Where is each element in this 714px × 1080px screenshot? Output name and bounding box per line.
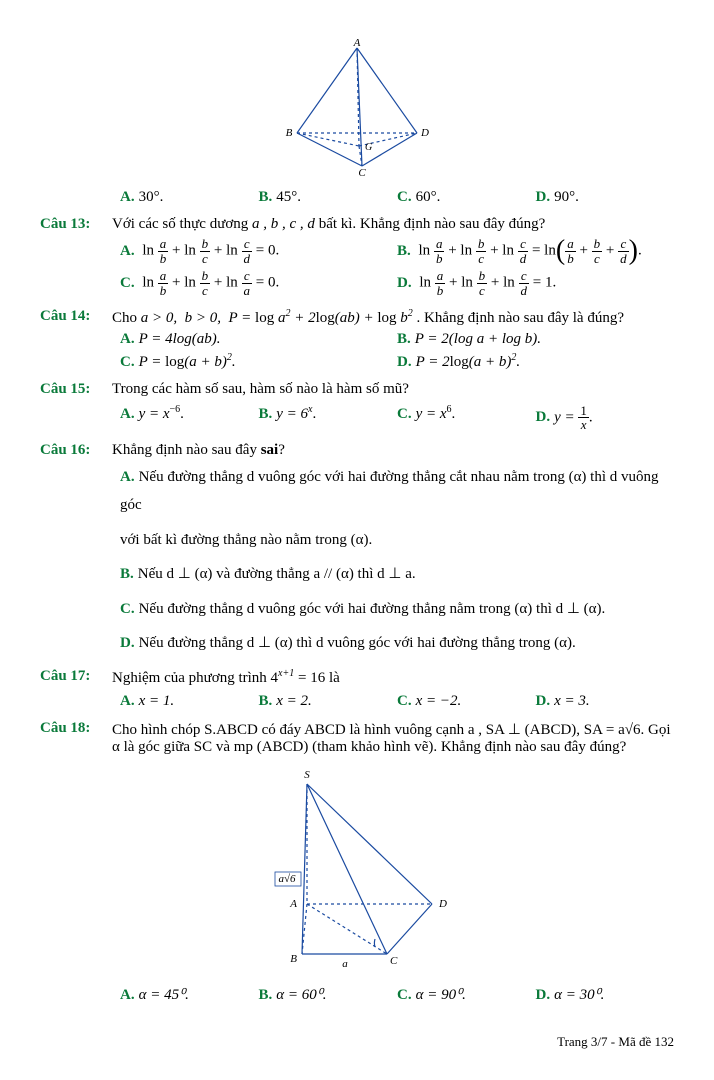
- q18-choice-C: C.α = 90⁰.: [397, 985, 536, 1004]
- question-14: Câu 14: Cho a > 0, b > 0, P = log a2 + 2…: [40, 308, 674, 327]
- label-C2: C: [390, 955, 398, 967]
- label-D: D: [420, 127, 429, 139]
- q15-choice-D: D.y = 1x.: [536, 404, 675, 432]
- label-D2: D: [438, 898, 447, 910]
- q14-text: Cho a > 0, b > 0, P = log a2 + 2log(ab) …: [112, 308, 674, 327]
- q18-choices: A.α = 45⁰. B.α = 60⁰. C.α = 90⁰. D.α = 3…: [120, 985, 674, 1004]
- q15-choices: A.y = x−6. B.y = 6x. C.y = x6. D.y = 1x.: [120, 404, 674, 432]
- figure-pyramid: S A B C D a a√6: [40, 764, 674, 979]
- q16-choice-D: D.Nếu đường thẳng d ⊥ (α) thì d vuông gó…: [120, 629, 674, 658]
- q13-choice-C: C. ln ab + ln bc + ln ca = 0.: [120, 269, 397, 297]
- label-G: G: [365, 142, 372, 153]
- label-C: C: [358, 167, 366, 178]
- q12-choices: A.30°. B.45°. C.60°. D.90°.: [120, 189, 674, 206]
- q18-choice-D: D.α = 30⁰.: [536, 985, 675, 1004]
- q18-text: Cho hình chóp S.ABCD có đáy ABCD là hình…: [112, 720, 674, 756]
- question-13: Câu 13: Với các số thực dương a , b , c …: [40, 216, 674, 233]
- q13-choice-D: D. ln ab + ln bc + ln cd = 1.: [397, 269, 674, 297]
- q16-choice-A2: với bất kì đường thẳng nào nằm trong (α)…: [120, 526, 674, 555]
- q16-label: Câu 16:: [40, 442, 112, 459]
- q14-choice-C: C.P = log(a + b)2.: [120, 352, 397, 371]
- q17-choice-C: C.x = −2.: [397, 693, 536, 710]
- question-15: Câu 15: Trong các hàm số sau, hàm số nào…: [40, 381, 674, 398]
- q13-text: Với các số thực dương a , b , c , d bất …: [112, 216, 674, 233]
- label-A2: A: [289, 898, 297, 910]
- q13-row1: A. ln ab + ln bc + ln cd = 0. B. ln ab +…: [120, 237, 674, 265]
- question-16: Câu 16: Khẳng định nào sau đây sai?: [40, 442, 674, 459]
- label-asqrt6: a√6: [278, 873, 296, 885]
- q14-label: Câu 14:: [40, 308, 112, 327]
- q16-text: Khẳng định nào sau đây sai?: [112, 442, 674, 459]
- label-a: a: [342, 958, 348, 970]
- question-17: Câu 17: Nghiệm của phương trình 4x+1 = 1…: [40, 668, 674, 687]
- q18-label: Câu 18:: [40, 720, 112, 756]
- q17-choice-A: A.x = 1.: [120, 693, 259, 710]
- q13-label: Câu 13:: [40, 216, 112, 233]
- q13-choice-A: A. ln ab + ln bc + ln cd = 0.: [120, 237, 397, 265]
- choice-D: D.90°.: [536, 189, 675, 206]
- q13-choice-B: B. ln ab + ln bc + ln cd = ln(ab + bc + …: [397, 237, 674, 265]
- q17-choices: A.x = 1. B.x = 2. C.x = −2. D.x = 3.: [120, 693, 674, 710]
- choice-C: C.60°.: [397, 189, 536, 206]
- q17-choice-D: D.x = 3.: [536, 693, 675, 710]
- q14-choice-B: B.P = 2(log a + log b).: [397, 331, 674, 348]
- label-S: S: [304, 769, 310, 781]
- label-A: A: [353, 38, 361, 49]
- figure-tetrahedron: A B C D G: [40, 38, 674, 183]
- question-18: Câu 18: Cho hình chóp S.ABCD có đáy ABCD…: [40, 720, 674, 756]
- q18-choice-B: B.α = 60⁰.: [259, 985, 398, 1004]
- q18-choice-A: A.α = 45⁰.: [120, 985, 259, 1004]
- q14-row2: C.P = log(a + b)2. D.P = 2log(a + b)2.: [120, 352, 674, 371]
- q16-choice-C: C.Nếu đường thẳng d vuông góc với hai đư…: [120, 595, 674, 624]
- q16-choice-A: A.Nếu đường thẳng d vuông góc với hai đư…: [120, 463, 674, 520]
- q17-choice-B: B.x = 2.: [259, 693, 398, 710]
- q15-choice-A: A.y = x−6.: [120, 404, 259, 432]
- q16-choice-B: B.Nếu d ⊥ (α) và đường thẳng a // (α) th…: [120, 560, 674, 589]
- q14-choice-D: D.P = 2log(a + b)2.: [397, 352, 674, 371]
- q17-text: Nghiệm của phương trình 4x+1 = 16 là: [112, 668, 674, 687]
- q13-row2: C. ln ab + ln bc + ln ca = 0. D. ln ab +…: [120, 269, 674, 297]
- q14-row1: A.P = 4log(ab). B.P = 2(log a + log b).: [120, 331, 674, 348]
- q15-choice-B: B.y = 6x.: [259, 404, 398, 432]
- page-footer: Trang 3/7 - Mã đề 132: [40, 1034, 674, 1050]
- q15-label: Câu 15:: [40, 381, 112, 398]
- q15-text: Trong các hàm số sau, hàm số nào là hàm …: [112, 381, 674, 398]
- q15-choice-C: C.y = x6.: [397, 404, 536, 432]
- q17-label: Câu 17:: [40, 668, 112, 687]
- choice-B: B.45°.: [259, 189, 398, 206]
- q14-choice-A: A.P = 4log(ab).: [120, 331, 397, 348]
- label-B2: B: [290, 953, 297, 965]
- choice-A: A.30°.: [120, 189, 259, 206]
- label-B: B: [286, 127, 293, 139]
